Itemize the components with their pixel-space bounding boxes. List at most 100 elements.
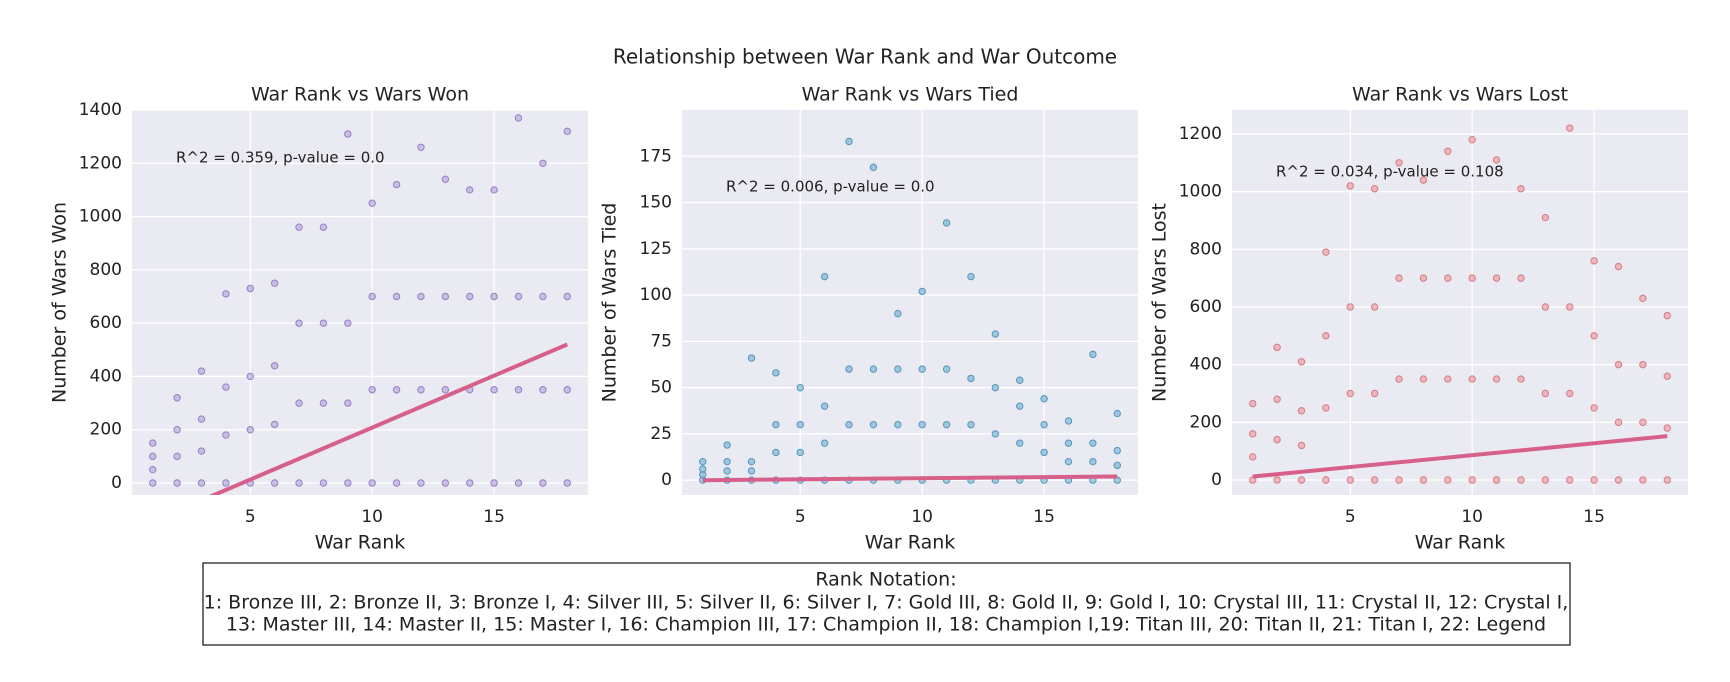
point xyxy=(991,330,1000,338)
point xyxy=(1113,446,1121,455)
point xyxy=(820,402,829,410)
point xyxy=(772,448,780,457)
point xyxy=(1322,404,1330,412)
x-tick-label: 10 xyxy=(1461,507,1483,527)
point xyxy=(967,272,975,281)
point xyxy=(1273,435,1281,444)
point xyxy=(1517,185,1525,193)
note-line: 1: Bronze III, 2: Bronze II, 3: Bronze I… xyxy=(204,592,1569,614)
y-tick-label: 0 xyxy=(661,470,672,490)
point xyxy=(942,365,951,373)
y-tick-label: 600 xyxy=(1190,297,1222,317)
x-tick-label: 5 xyxy=(795,507,806,527)
point xyxy=(1249,476,1257,484)
point xyxy=(967,374,975,383)
point xyxy=(991,430,1000,438)
plot-area xyxy=(682,110,1138,495)
point xyxy=(1040,420,1048,429)
annotation: R^2 = 0.006, p-value = 0.0 xyxy=(726,178,935,196)
x-tick-label: 15 xyxy=(1033,507,1055,527)
point xyxy=(1064,439,1073,447)
point xyxy=(1040,395,1048,403)
point xyxy=(417,386,425,394)
point xyxy=(149,479,157,487)
point xyxy=(197,367,206,375)
point xyxy=(222,383,230,391)
point xyxy=(1370,185,1379,193)
point xyxy=(942,219,951,227)
y-tick-label: 25 xyxy=(650,424,672,444)
point xyxy=(1517,274,1525,282)
point xyxy=(869,365,878,373)
x-tick-label: 5 xyxy=(245,507,256,527)
y-tick-label: 150 xyxy=(640,193,672,213)
point xyxy=(246,372,254,381)
point xyxy=(319,223,328,231)
point xyxy=(1249,430,1257,438)
point xyxy=(149,452,157,461)
y-tick-label: 125 xyxy=(640,239,672,259)
x-axis-label: War Rank xyxy=(1415,532,1506,554)
y-axis-label: Number of Wars Won xyxy=(49,202,71,403)
point xyxy=(918,287,926,296)
chart-title: War Rank vs Wars Won xyxy=(251,84,469,106)
note-heading: Rank Notation: xyxy=(815,569,956,591)
point xyxy=(466,479,474,487)
point xyxy=(1492,274,1501,282)
point xyxy=(1663,372,1671,380)
plot-area xyxy=(132,110,588,495)
y-tick-label: 200 xyxy=(90,420,122,440)
point xyxy=(894,420,902,429)
chart-title: War Rank vs Wars Tied xyxy=(802,84,1019,106)
point xyxy=(392,386,401,394)
point xyxy=(1273,343,1281,352)
point xyxy=(392,479,401,487)
point xyxy=(699,457,707,466)
point xyxy=(441,175,450,183)
point xyxy=(747,354,756,362)
point xyxy=(563,127,571,136)
point xyxy=(514,292,523,301)
note-box xyxy=(202,562,1571,646)
point xyxy=(845,420,853,429)
point xyxy=(197,415,206,423)
point xyxy=(514,386,523,394)
point xyxy=(392,180,401,189)
point xyxy=(1492,476,1501,484)
y-tick-label: 1200 xyxy=(1179,124,1222,144)
x-tick-label: 15 xyxy=(483,507,505,527)
point xyxy=(246,426,254,434)
point xyxy=(149,439,157,447)
point xyxy=(539,292,547,301)
point xyxy=(723,441,731,449)
point xyxy=(441,292,450,301)
point xyxy=(344,479,352,487)
y-tick-label: 1200 xyxy=(79,153,122,173)
point xyxy=(1089,457,1097,466)
point xyxy=(563,292,571,301)
point xyxy=(772,420,780,429)
y-tick-label: 75 xyxy=(650,331,672,351)
point xyxy=(894,309,902,318)
point xyxy=(295,399,303,407)
point xyxy=(796,420,804,429)
y-tick-label: 600 xyxy=(90,313,122,333)
point xyxy=(894,365,902,373)
point xyxy=(295,223,303,231)
point xyxy=(820,272,829,281)
point xyxy=(514,479,523,487)
point xyxy=(1663,311,1671,320)
point xyxy=(270,479,279,487)
point xyxy=(1040,448,1048,457)
point xyxy=(466,292,474,301)
point xyxy=(222,431,230,439)
point xyxy=(514,114,523,122)
point xyxy=(246,284,254,293)
point xyxy=(270,420,279,429)
y-tick-label: 400 xyxy=(1190,355,1222,375)
point xyxy=(1614,476,1623,484)
point xyxy=(1249,399,1257,408)
point xyxy=(417,143,425,152)
y-tick-label: 200 xyxy=(1190,412,1222,432)
